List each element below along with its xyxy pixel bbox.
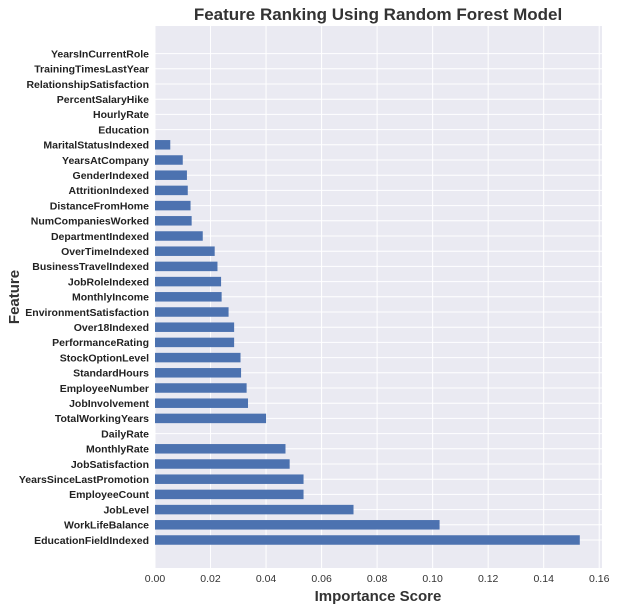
x-tick-label: 0.04 (256, 573, 277, 585)
bar-AttritionIndexed (155, 185, 188, 196)
y-tick-label: GenderIndexed (73, 170, 149, 182)
y-tick-label: RelationshipSatisfaction (26, 79, 149, 91)
bar-GenderIndexed (155, 170, 187, 180)
x-tick-labels: 0.00 0.02 0.04 0.06 0.08 0.10 0.12 0.14 0.16 (145, 573, 610, 585)
y-tick-label: TotalWorkingYears (55, 413, 149, 425)
y-tick-label: DepartmentIndexed (51, 231, 149, 243)
y-tick-label: EducationFieldIndexed (34, 535, 149, 547)
bar-EnvironmentSatisfaction (155, 307, 229, 317)
y-tick-label: JobRoleIndexed (68, 276, 149, 288)
x-tick-label: 0.00 (145, 573, 166, 585)
y-tick-labels: EducationFieldIndexed WorkLifeBalance JobL… (19, 48, 150, 546)
y-tick-label: WorkLifeBalance (64, 520, 149, 532)
bar-JobSatisfaction (155, 459, 290, 469)
bar-DepartmentIndexed (155, 231, 203, 241)
y-tick-label: JobLevel (103, 504, 149, 516)
bar-EducationFieldIndexed (155, 535, 580, 545)
y-tick-label: Over18Indexed (74, 322, 149, 334)
bar-BusinessTravelIndexed (155, 261, 218, 272)
y-tick-label: BusinessTravelIndexed (32, 261, 149, 273)
bar-YearsAtCompany (155, 155, 183, 165)
y-tick-label: PerformanceRating (52, 337, 149, 349)
bar-YearsSinceLastPromotion (155, 474, 304, 484)
bar-StockOptionLevel (155, 352, 241, 363)
y-tick-label: MonthlyRate (86, 444, 149, 456)
x-axis-label: Importance Score (315, 588, 442, 605)
y-tick-label: HourlyRate (93, 109, 149, 121)
bar-EmployeeCount (155, 489, 304, 500)
x-tick-label: 0.08 (367, 573, 388, 585)
y-tick-label: AttritionIndexed (69, 185, 150, 197)
y-tick-label: StockOptionLevel (60, 352, 149, 364)
bar-MaritalStatusIndexed (155, 140, 171, 150)
y-tick-label: PercentSalaryHike (57, 94, 149, 106)
y-tick-label: DistanceFromHome (50, 200, 149, 212)
y-tick-label: TrainingTimesLastYear (34, 64, 149, 76)
bars (155, 140, 580, 545)
bar-TotalWorkingYears (155, 413, 267, 424)
chart-title: Feature Ranking Using Random Forest Mode… (194, 5, 562, 24)
y-tick-label: StandardHours (73, 368, 149, 380)
y-tick-label: EmployeeCount (69, 489, 149, 501)
y-tick-label: OverTimeIndexed (61, 246, 149, 258)
y-tick-label: YearsSinceLastPromotion (19, 474, 149, 486)
y-tick-label: EnvironmentSatisfaction (25, 307, 149, 319)
y-tick-label: JobSatisfaction (71, 459, 149, 471)
bar-Over18Indexed (155, 322, 235, 332)
bar-JobLevel (155, 504, 354, 515)
bar-WorkLifeBalance (155, 520, 440, 530)
x-tick-label: 0.06 (311, 573, 332, 585)
x-tick-label: 0.16 (589, 573, 610, 585)
x-tick-label: 0.12 (478, 573, 499, 585)
y-tick-label: EmployeeNumber (60, 383, 149, 395)
y-tick-label: DailyRate (101, 428, 149, 440)
y-tick-label: JobInvolvement (69, 398, 149, 410)
x-tick-label: 0.14 (533, 573, 554, 585)
y-tick-label: MonthlyIncome (72, 292, 149, 304)
bar-OverTimeIndexed (155, 246, 215, 256)
bar-JobRoleIndexed (155, 276, 222, 287)
y-tick-label: MaritalStatusIndexed (43, 140, 149, 152)
bar-MonthlyIncome (155, 292, 222, 302)
y-tick-label: Education (98, 124, 149, 136)
bar-JobInvolvement (155, 398, 249, 408)
x-tick-label: 0.02 (200, 573, 221, 585)
bar-NumCompaniesWorked (155, 216, 192, 226)
bar-PerformanceRating (155, 337, 235, 348)
bar-StandardHours (155, 368, 242, 378)
x-tick-label: 0.10 (422, 573, 443, 585)
bar-EmployeeNumber (155, 383, 247, 393)
bar-DistanceFromHome (155, 200, 191, 211)
y-tick-label: YearsAtCompany (62, 155, 149, 167)
y-tick-label: NumCompaniesWorked (31, 216, 149, 228)
bar-MonthlyRate (155, 444, 286, 454)
y-tick-label: YearsInCurrentRole (51, 48, 149, 60)
y-axis-label: Feature (6, 270, 23, 324)
